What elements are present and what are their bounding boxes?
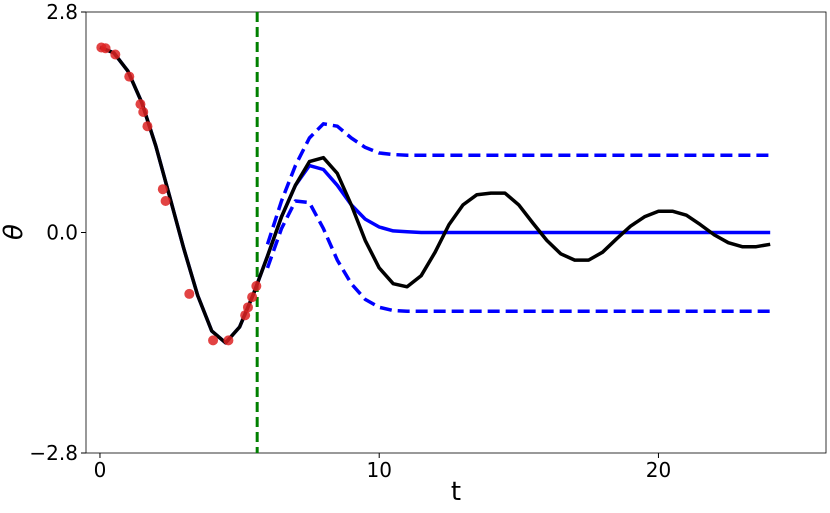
data-point xyxy=(223,335,234,346)
data-point xyxy=(100,43,111,54)
data-point xyxy=(247,292,258,303)
data-point xyxy=(184,288,195,299)
data-point xyxy=(251,281,262,292)
data-point xyxy=(160,196,171,206)
data-point xyxy=(110,49,121,60)
series-line xyxy=(265,122,771,245)
y-tick-label: −2.8 xyxy=(29,441,78,465)
data-point xyxy=(138,107,149,118)
data-point xyxy=(124,71,135,82)
x-tick-label: 0 xyxy=(94,458,107,482)
data-point xyxy=(142,121,153,132)
data-point xyxy=(208,335,219,346)
data-point xyxy=(240,310,251,321)
x-tick-label: 20 xyxy=(646,458,671,482)
x-axis-label: t xyxy=(451,477,461,507)
data-point xyxy=(135,99,146,110)
x-tick-label: 10 xyxy=(366,458,391,482)
data-point xyxy=(242,302,253,313)
series-line xyxy=(99,45,771,345)
y-tick-label: 0.0 xyxy=(46,221,78,245)
data-point xyxy=(157,184,168,195)
y-axis-label: θ xyxy=(0,224,29,240)
series-line xyxy=(265,199,771,314)
y-tick-label: 2.8 xyxy=(46,0,78,24)
